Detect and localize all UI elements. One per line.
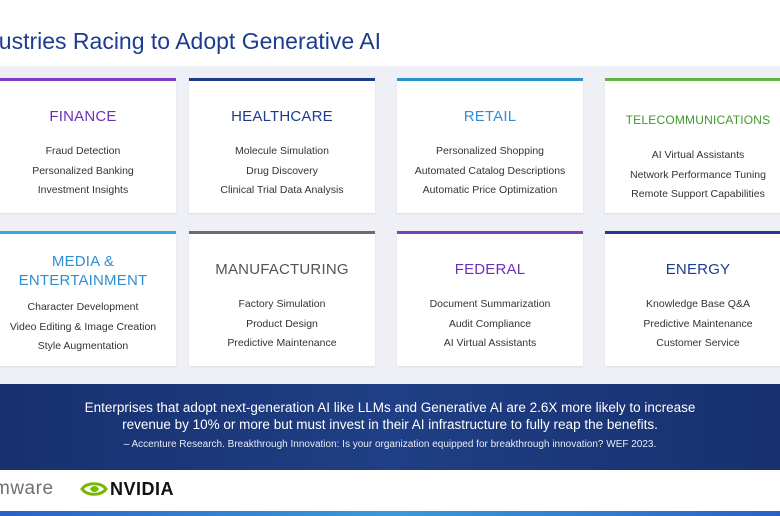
card-item: Clinical Trial Data Analysis bbox=[220, 184, 344, 196]
card-item: Personalized Banking bbox=[32, 164, 134, 177]
banner-citation: – Accenture Research. Breakthrough Innov… bbox=[123, 439, 657, 450]
card-item: Predictive Maintenance bbox=[227, 337, 337, 349]
footer-logos: mware NVIDIA bbox=[0, 478, 300, 500]
industry-card: MEDIA & ENTERTAINMENT Character Developme… bbox=[0, 231, 176, 366]
card-heading: ENERGY bbox=[665, 261, 731, 278]
vmware-logo: mware bbox=[0, 478, 54, 499]
card-accent-bar bbox=[189, 231, 375, 234]
nvidia-eye-icon bbox=[80, 482, 108, 496]
industry-card: FINANCE Fraud Detection Personalized Banki… bbox=[0, 78, 176, 213]
card-accent-bar bbox=[0, 231, 176, 234]
card-item-list: Fraud Detection Personalized Banking Inves… bbox=[0, 142, 176, 201]
card-item-list: Knowledge Base Q&A Predictive Maintenance… bbox=[605, 295, 780, 354]
card-item-list: Character Development Video Editing & Ima… bbox=[0, 298, 176, 357]
bottom-stripe bbox=[0, 511, 780, 516]
card-heading: FINANCE bbox=[49, 108, 117, 125]
card-heading: MEDIA & ENTERTAINMENT bbox=[18, 253, 148, 289]
card-item-list: AI Virtual Assistants Network Performance… bbox=[605, 146, 780, 205]
card-item: Drug Discovery bbox=[246, 164, 318, 177]
industry-card: FEDERAL Document Summarization Audit Compl… bbox=[397, 231, 583, 366]
quote-banner: Enterprises that adopt next-generation A… bbox=[0, 384, 780, 470]
industry-card: RETAIL Personalized Shopping Automated Cat… bbox=[397, 78, 583, 213]
card-accent-bar bbox=[605, 231, 780, 234]
card-item: Network Performance Tuning bbox=[630, 168, 766, 181]
card-heading: MANUFACTURING bbox=[215, 261, 349, 278]
card-heading: HEALTHCARE bbox=[231, 108, 333, 125]
industry-card: HEALTHCARE Molecule Simulation Drug Discov… bbox=[189, 78, 375, 213]
card-item: Molecule Simulation bbox=[235, 145, 329, 157]
card-item: Investment Insights bbox=[37, 184, 129, 196]
banner-quote: Enterprises that adopt next-generation A… bbox=[84, 400, 696, 432]
card-item: Factory Simulation bbox=[238, 298, 326, 310]
card-heading: RETAIL bbox=[463, 108, 517, 125]
industry-card: MANUFACTURING Factory Simulation Product D… bbox=[189, 231, 375, 366]
card-item: Fraud Detection bbox=[45, 145, 121, 157]
card-accent-bar bbox=[0, 78, 176, 81]
card-item-list: Factory Simulation Product Design Predicti… bbox=[189, 295, 375, 354]
card-item: Audit Compliance bbox=[448, 317, 532, 330]
card-item-list: Molecule Simulation Drug Discovery Clinica… bbox=[189, 142, 375, 201]
card-item: Automated Catalog Descriptions bbox=[414, 164, 566, 177]
nvidia-logo: NVIDIA bbox=[110, 479, 175, 499]
card-item: Video Editing & Image Creation bbox=[9, 320, 157, 333]
industry-card: ENERGY Knowledge Base Q&A Predictive Maint… bbox=[605, 231, 780, 366]
card-item-list: Personalized Shopping Automated Catalog D… bbox=[397, 142, 583, 201]
card-accent-bar bbox=[605, 78, 780, 81]
card-item: Customer Service bbox=[656, 337, 740, 349]
card-accent-bar bbox=[397, 231, 583, 234]
card-heading: FEDERAL bbox=[454, 261, 526, 278]
card-item: Document Summarization bbox=[429, 298, 551, 310]
slide-title: dustries Racing to Adopt Generative AI bbox=[0, 28, 382, 54]
industry-card: TELECOMMUNICATIONS AI Virtual Assistants N… bbox=[605, 78, 780, 213]
card-item: Predictive Maintenance bbox=[643, 317, 753, 330]
card-item: AI Virtual Assistants bbox=[443, 337, 537, 349]
card-heading: TELECOMMUNICATIONS bbox=[625, 113, 771, 127]
card-item: Remote Support Capabilities bbox=[631, 188, 765, 200]
card-accent-bar bbox=[189, 78, 375, 81]
card-item: Knowledge Base Q&A bbox=[646, 298, 750, 310]
card-item: Personalized Shopping bbox=[436, 145, 544, 157]
card-item: Product Design bbox=[246, 317, 318, 330]
card-accent-bar bbox=[397, 78, 583, 81]
card-item: AI Virtual Assistants bbox=[651, 149, 745, 161]
card-item-list: Document Summarization Audit Compliance AI… bbox=[397, 295, 583, 354]
card-item: Style Augmentation bbox=[37, 340, 129, 352]
card-item: Automatic Price Optimization bbox=[422, 184, 558, 196]
card-item: Character Development bbox=[27, 301, 139, 313]
